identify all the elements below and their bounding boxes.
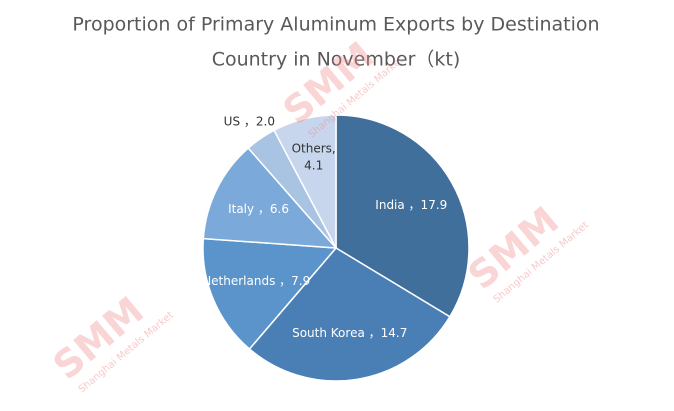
pie-slice xyxy=(273,114,337,249)
chart-title: Proportion of Primary Aluminum Exports b… xyxy=(72,14,599,36)
data-label: US ，2.0 xyxy=(224,114,275,128)
chart-title: Country in November（kt) xyxy=(212,49,461,71)
pie-slice xyxy=(202,146,338,249)
pie-slice xyxy=(202,237,338,351)
data-label: Others, xyxy=(292,142,336,156)
data-label: South Korea ，14.7 xyxy=(292,326,407,340)
data-label: 4.1 xyxy=(304,159,323,173)
pie-slice xyxy=(248,247,451,382)
pie-slice xyxy=(335,114,470,318)
data-label: India ，17.9 xyxy=(375,198,447,212)
data-label: Netherlands ，7.9 xyxy=(202,274,310,288)
data-label: Italy ，6.6 xyxy=(228,202,289,216)
